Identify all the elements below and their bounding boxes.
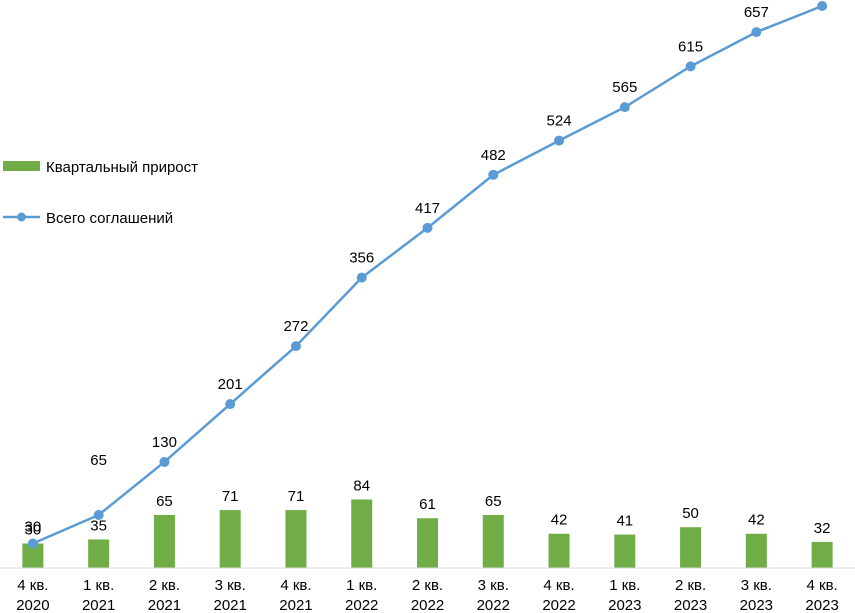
x-tick-label: 2021 [279,597,312,613]
bar-value-label: 50 [682,505,699,522]
bar-value-label: 71 [288,488,305,505]
bar-value-label: 42 [551,512,568,529]
x-tick-label: 2 кв. [675,577,706,594]
bar-value-label: 84 [353,477,370,494]
x-tick-label: 3 кв. [215,577,246,594]
x-tick-label: 2021 [214,597,247,613]
line-point [619,102,630,113]
x-tick-label: 2022 [345,597,378,613]
line-point [225,399,236,410]
line-value-label: 201 [218,376,243,393]
x-tick-label: 2022 [411,597,444,613]
bar [811,541,833,568]
line-value-label: 356 [349,250,374,267]
line-value-label: 130 [152,434,177,451]
bar-value-label: 41 [616,513,633,530]
bar [219,510,241,568]
bar [482,514,504,568]
x-tick-label: 2022 [542,597,575,613]
legend-label-line: Всего соглашений [46,210,173,227]
x-tick-label: 3 кв. [741,577,772,594]
line-point [27,538,38,549]
legend-bar-swatch [3,161,40,171]
legend-item-bar: Квартальный прирост [3,159,198,176]
x-tick-label: 2023 [674,597,707,613]
bar-value-label: 42 [748,512,765,529]
line-point [422,222,433,233]
line-point [290,341,301,352]
bar-value-label: 35 [90,517,107,534]
x-tick-label: 4 кв. [17,577,48,594]
bar [614,534,636,568]
x-tick-label: 2023 [805,597,838,613]
x-axis-tick-labels: 4 кв. 2020 1 кв. 2021 2 кв. 2021 3 кв. 2021 4 кв… [16,577,839,613]
x-tick-label: 4 кв. [543,577,574,594]
line-point [554,135,565,146]
bar [88,539,110,568]
line-point [751,27,762,38]
legend: Квартальный прирост Всего соглашений [3,159,198,227]
line-point [356,272,367,283]
legend-item-line: Всего соглашений [3,210,173,227]
bar [22,543,44,568]
bar [285,510,307,568]
line-series [27,1,828,549]
line-point [685,61,696,72]
line-point [817,1,828,11]
bar-value-label: 32 [814,520,831,537]
x-tick-label: 3 кв. [478,577,509,594]
line-value-label: 417 [415,200,440,217]
bar-value-label: 65 [485,493,502,510]
x-tick-label: 1 кв. [346,577,377,594]
bar [548,533,570,568]
x-tick-label: 2023 [740,597,773,613]
line-point [93,509,104,520]
line-value-label: 657 [744,4,769,21]
line-value-label: 524 [547,113,572,130]
x-tick-label: 1 кв. [83,577,114,594]
line-value-label: 272 [283,318,308,335]
bar [745,533,767,568]
x-tick-label: 4 кв. [280,577,311,594]
x-tick-label: 2020 [16,597,49,613]
bar-value-label: 30 [25,522,42,539]
line-path [32,4,823,545]
x-tick-label: 2 кв. [149,577,180,594]
x-tick-label: 2021 [82,597,115,613]
bar-series [22,499,833,568]
x-tick-label: 4 кв. [807,577,838,594]
line-point [488,169,499,180]
bar-value-label: 71 [222,488,239,505]
line-value-label: 30 [25,519,42,536]
x-tick-label: 1 кв. [609,577,640,594]
line-value-label: 482 [481,147,506,164]
legend-line-marker [17,212,26,222]
bar [153,514,175,568]
line-value-label: 615 [678,38,703,55]
line-point [159,456,170,467]
x-tick-label: 2022 [477,597,510,613]
bar [680,527,702,568]
line-value-label: 565 [612,79,637,96]
legend-label-bar: Квартальный прирост [46,159,198,176]
bar-value-label: 65 [156,493,173,510]
bar-value-label: 61 [419,496,436,513]
line-value-label: 65 [90,452,107,469]
bar-data-labels: 30 35 65 71 71 84 61 65 42 41 50 42 32 [25,477,831,538]
bar [351,499,373,568]
line-data-labels: 30 65 130 201 272 356 417 482 524 565 615 657 [25,4,769,535]
bar [417,518,438,568]
x-tick-label: 2023 [608,597,641,613]
x-tick-label: 2021 [148,597,181,613]
x-tick-label: 2 кв. [412,577,443,594]
